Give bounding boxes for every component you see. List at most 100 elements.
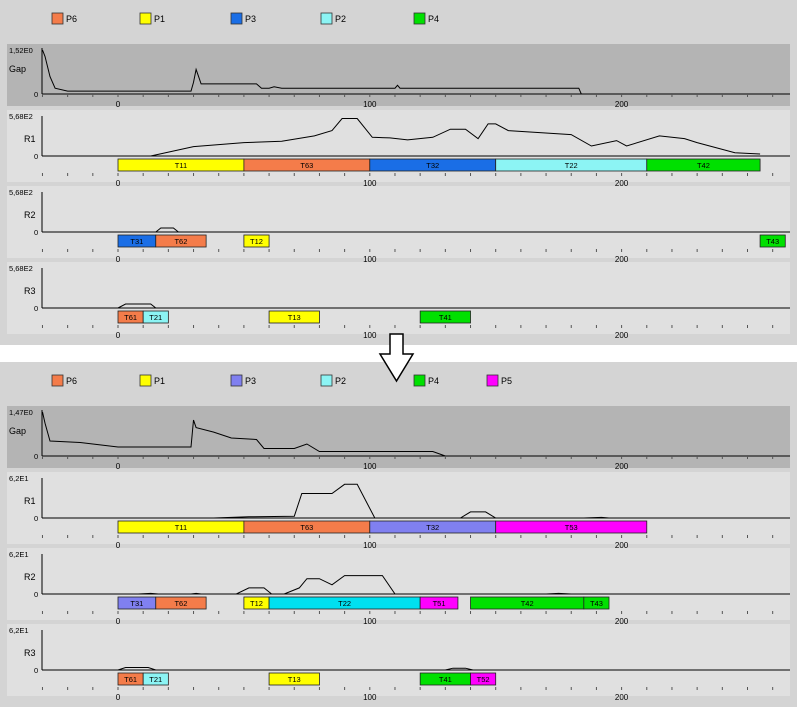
legend-swatch-p6	[51, 374, 64, 387]
x-tick-label: 100	[363, 693, 377, 702]
x-tick-label: 100	[363, 179, 377, 188]
gap-zero-label: 0	[34, 90, 38, 99]
gap-label: Gap	[9, 64, 26, 74]
gap-series-line	[42, 411, 446, 457]
task-bar-t42	[646, 158, 761, 172]
task-label-t43: T43	[766, 237, 779, 246]
x-tick-label: 200	[615, 331, 629, 340]
task-label-t42: T42	[697, 161, 710, 170]
x-tick-label: 200	[615, 100, 629, 109]
legend-swatch-p1	[139, 374, 152, 387]
row-zero-label: 0	[34, 666, 38, 675]
task-label-t43: T43	[590, 599, 603, 608]
legend: P6 P1 P3 P2 P4 P5	[51, 374, 512, 387]
x-tick-label: 0	[116, 617, 121, 626]
legend-label-p5: P5	[501, 376, 512, 386]
gap-panel: 1,47E0 Gap 0 0 100 200	[7, 406, 790, 471]
x-tick-label: 200	[615, 541, 629, 550]
x-tick-label: 0	[116, 693, 121, 702]
legend-swatch-p4	[413, 374, 426, 387]
x-tick-label: 100	[363, 331, 377, 340]
x-tick-label: 0	[116, 462, 121, 471]
task-bar-t41	[419, 310, 471, 324]
legend-label-p1: P1	[154, 14, 165, 24]
task-label-t32: T32	[426, 523, 439, 532]
x-tick-label: 100	[363, 617, 377, 626]
x-tick-label: 0	[116, 541, 121, 550]
row-zero-label: 0	[34, 152, 38, 161]
x-tick-label: 200	[615, 462, 629, 471]
legend-swatch-p3	[230, 374, 243, 387]
gap-label: Gap	[9, 426, 26, 436]
task-label-t42: T42	[521, 599, 534, 608]
row-load-line	[213, 483, 610, 519]
legend-label-p3: P3	[245, 14, 256, 24]
x-tick-label: 200	[615, 179, 629, 188]
task-label-t11: T11	[175, 161, 187, 170]
task-bar-t13	[268, 310, 320, 324]
row-zero-label: 0	[34, 228, 38, 237]
row-load-line	[155, 227, 179, 233]
task-label-t13: T13	[288, 313, 301, 322]
task-label-t22: T22	[565, 161, 578, 170]
row-zero-label: 0	[34, 304, 38, 313]
legend-label-p1: P1	[154, 376, 165, 386]
task-label-t62: T62	[174, 599, 187, 608]
legend-swatch-p1	[139, 12, 152, 25]
gap-panel-bg	[7, 406, 790, 468]
row-label: R2	[24, 572, 36, 582]
legend-label-p2: P2	[335, 14, 346, 24]
row-label: R3	[24, 286, 36, 296]
task-label-t63: T63	[300, 161, 313, 170]
resource-row-r1: 5,68E2 R1 0 T11 T63 T32 T22 T42 0 100 200	[7, 110, 790, 188]
task-label-t53: T53	[565, 523, 578, 532]
legend-swatch-p4	[413, 12, 426, 25]
row-load-line	[117, 667, 474, 671]
task-bar-t52	[470, 672, 497, 686]
task-bar-t53	[495, 520, 648, 534]
task-label-t13: T13	[288, 675, 301, 684]
task-label-t51: T51	[433, 599, 446, 608]
row-ymax-label: 5,68E2	[9, 112, 33, 121]
gap-panel-bg	[7, 44, 790, 106]
legend-swatch-p5	[486, 374, 499, 387]
task-label-t41: T41	[439, 313, 452, 322]
task-label-t52: T52	[477, 675, 490, 684]
x-tick-label: 200	[615, 693, 629, 702]
task-label-t12: T12	[250, 237, 263, 246]
resource-row-r2: 5,68E2 R2 0 T31 T62 T12 T43 0 100 200	[7, 186, 790, 264]
legend: P6 P1 P3 P2 P4	[51, 12, 439, 25]
x-tick-label: 200	[615, 255, 629, 264]
task-bar-t12	[243, 234, 270, 248]
row-label: R1	[24, 496, 36, 506]
x-tick-label: 0	[116, 179, 121, 188]
resource-row-r2: 6,2E1 R2 0 T31 T62 T12 T22 T51 T42 T43 0 100 200	[7, 548, 790, 626]
x-tick-label: 0	[116, 255, 121, 264]
x-tick-label: 100	[363, 462, 377, 471]
x-tick-label: 100	[363, 255, 377, 264]
legend-label-p6: P6	[66, 14, 77, 24]
legend-label-p4: P4	[428, 376, 439, 386]
legend-label-p3: P3	[245, 376, 256, 386]
task-bar-t43	[583, 596, 610, 610]
row-load-line	[138, 575, 572, 595]
row-zero-label: 0	[34, 590, 38, 599]
row-ymax-label: 5,68E2	[9, 264, 33, 273]
task-label-t32: T32	[426, 161, 439, 170]
task-label-t22: T22	[338, 599, 351, 608]
row-ymax-label: 6,2E1	[9, 550, 29, 559]
task-label-t61: T61	[124, 313, 137, 322]
legend-label-p4: P4	[428, 14, 439, 24]
task-label-t12: T12	[250, 599, 263, 608]
row-label: R3	[24, 648, 36, 658]
row-load-line	[150, 118, 761, 157]
row-label: R1	[24, 134, 36, 144]
x-tick-label: 100	[363, 100, 377, 109]
legend-label-p6: P6	[66, 376, 77, 386]
x-tick-label: 0	[116, 100, 121, 109]
legend-swatch-p2	[320, 12, 333, 25]
legend-swatch-p2	[320, 374, 333, 387]
down-arrow-shape	[378, 333, 415, 383]
